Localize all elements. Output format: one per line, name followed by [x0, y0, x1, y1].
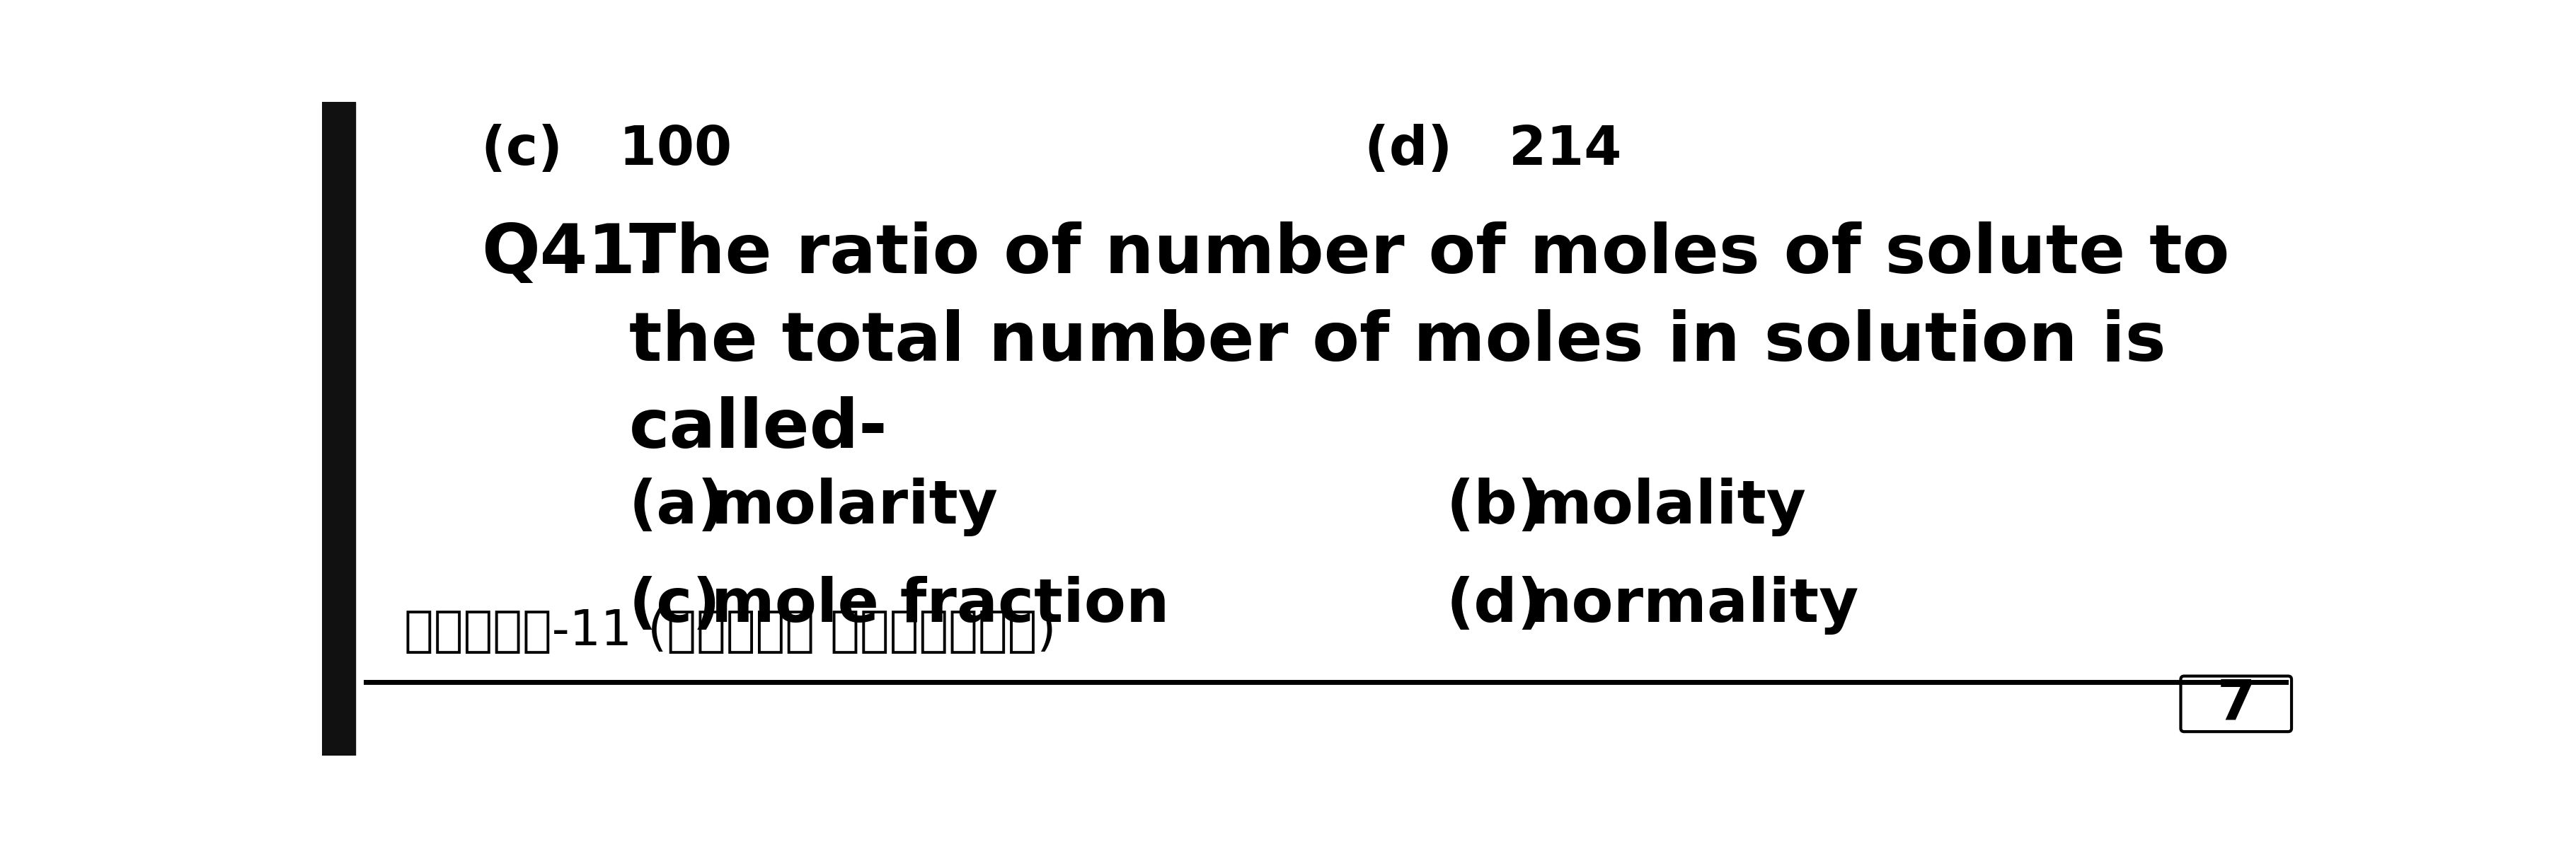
Text: कक्षा-11 (रसायन विज्ञान): कक्षा-11 (रसायन विज्ञान): [404, 607, 1056, 655]
Text: (b): (b): [1445, 478, 1546, 537]
Text: 7: 7: [2218, 677, 2257, 731]
Text: (c): (c): [629, 576, 721, 634]
Text: molality: molality: [1528, 478, 1806, 537]
Text: (c)   100: (c) 100: [482, 124, 732, 176]
Bar: [322, 102, 355, 756]
Text: (d): (d): [1445, 576, 1546, 634]
Text: the total number of moles in solution is: the total number of moles in solution is: [629, 309, 2166, 374]
Text: (a): (a): [629, 478, 726, 537]
FancyBboxPatch shape: [2182, 676, 2293, 732]
Text: mole fraction: mole fraction: [711, 576, 1170, 634]
Text: Q41.: Q41.: [482, 222, 662, 288]
Text: (d)   214: (d) 214: [1365, 124, 1620, 176]
Text: molarity: molarity: [711, 478, 999, 537]
Text: The ratio of number of moles of solute to: The ratio of number of moles of solute t…: [629, 222, 2228, 288]
Text: normality: normality: [1528, 576, 1860, 634]
Text: called-: called-: [629, 396, 889, 462]
